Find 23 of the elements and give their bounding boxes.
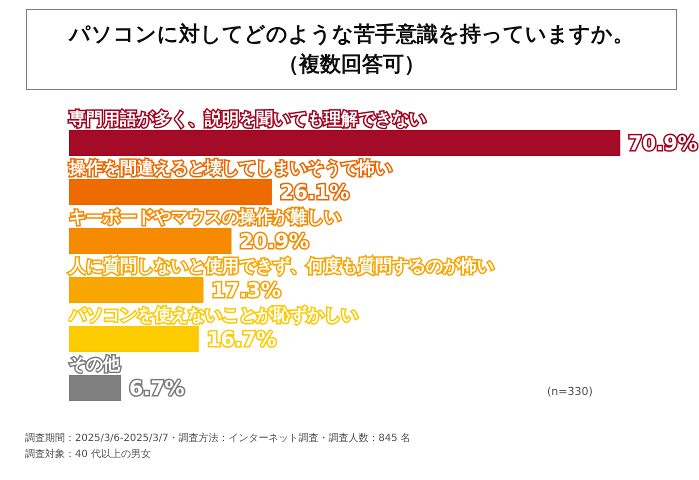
data-label: 16.7% bbox=[206, 327, 276, 351]
data-label: 20.9% bbox=[239, 229, 309, 253]
y-tick-label: 人に質問しないと使用できず、何度も質問するのが怖い bbox=[68, 256, 494, 276]
y-tick-label: 操作を間違えると壊してしまいそうで怖い bbox=[68, 158, 392, 178]
bar bbox=[69, 179, 272, 205]
chart-subtitle: （複数回答可） bbox=[277, 52, 426, 77]
y-tick-label: キーボードやマウスの操作が難しい bbox=[69, 208, 341, 228]
text: 調査期間：2025/3/6-2025/3/7・調査方法：インターネット調査・調査人数：845 名 bbox=[25, 433, 411, 445]
bar bbox=[69, 326, 199, 352]
chart-title: パソコンに対してどのような苦手意識を持っていますか。 bbox=[67, 22, 635, 47]
bar bbox=[69, 277, 204, 303]
bar bbox=[69, 130, 620, 156]
y-tick-label: その他 bbox=[69, 354, 121, 374]
y-tick-label: 専門用語が多く、説明を聞いても理解できない bbox=[68, 110, 426, 130]
data-label: 70.9% bbox=[628, 131, 698, 155]
text: 調査対象：40 代以上の男女 bbox=[25, 449, 151, 461]
bar bbox=[69, 228, 232, 254]
y-tick-label: パソコンを使えないことが恥ずかしい bbox=[68, 306, 358, 326]
bar bbox=[69, 375, 122, 401]
annotation: (n=330) bbox=[547, 385, 593, 398]
data-label: 26.1% bbox=[280, 180, 350, 204]
data-label: 6.7% bbox=[129, 376, 185, 400]
data-label: 17.3% bbox=[212, 278, 281, 302]
